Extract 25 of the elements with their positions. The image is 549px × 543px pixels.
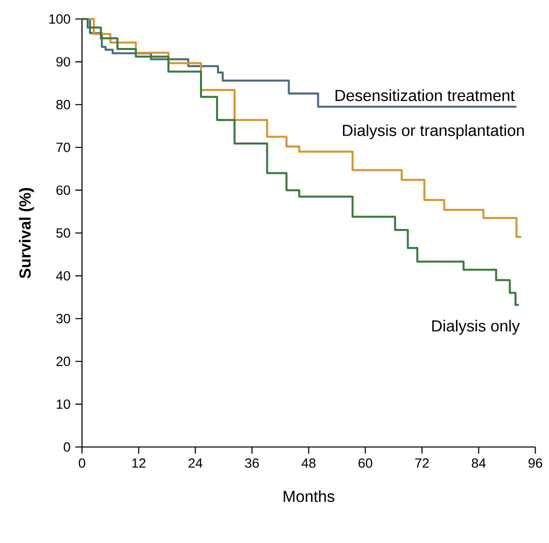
y-tick-label: 30 — [56, 314, 70, 324]
y-tick-label: 90 — [56, 57, 70, 67]
y-tick-label: 60 — [56, 185, 70, 195]
x-tick-label: 48 — [302, 458, 316, 468]
y-tick-label: 100 — [49, 14, 70, 24]
x-tick-label: 84 — [472, 458, 486, 468]
x-tick-label: 36 — [245, 458, 259, 468]
y-tick-label: 50 — [56, 228, 70, 238]
y-tick-label: 0 — [64, 442, 70, 452]
y-tick-label: 20 — [56, 356, 70, 366]
x-tick-label: 0 — [78, 458, 86, 468]
x-tick-label: 12 — [132, 458, 146, 468]
y-axis-title: Survival (%) — [18, 188, 34, 278]
x-tick-label: 60 — [358, 458, 372, 468]
y-tick-label: 70 — [56, 142, 70, 152]
y-tick-label: 40 — [56, 271, 70, 281]
series-label: Dialysis or transplantation — [343, 124, 524, 140]
series-label: Desensitization treatment — [336, 89, 515, 102]
x-tick-label: 24 — [188, 458, 202, 468]
y-tick-label: 10 — [56, 399, 70, 409]
x-tick-label: 96 — [528, 458, 542, 468]
x-tick-label: 72 — [415, 458, 429, 468]
x-axis-title: Months — [284, 490, 334, 502]
series-label: Dialysis only — [432, 320, 520, 335]
y-tick-label: 80 — [56, 100, 70, 110]
